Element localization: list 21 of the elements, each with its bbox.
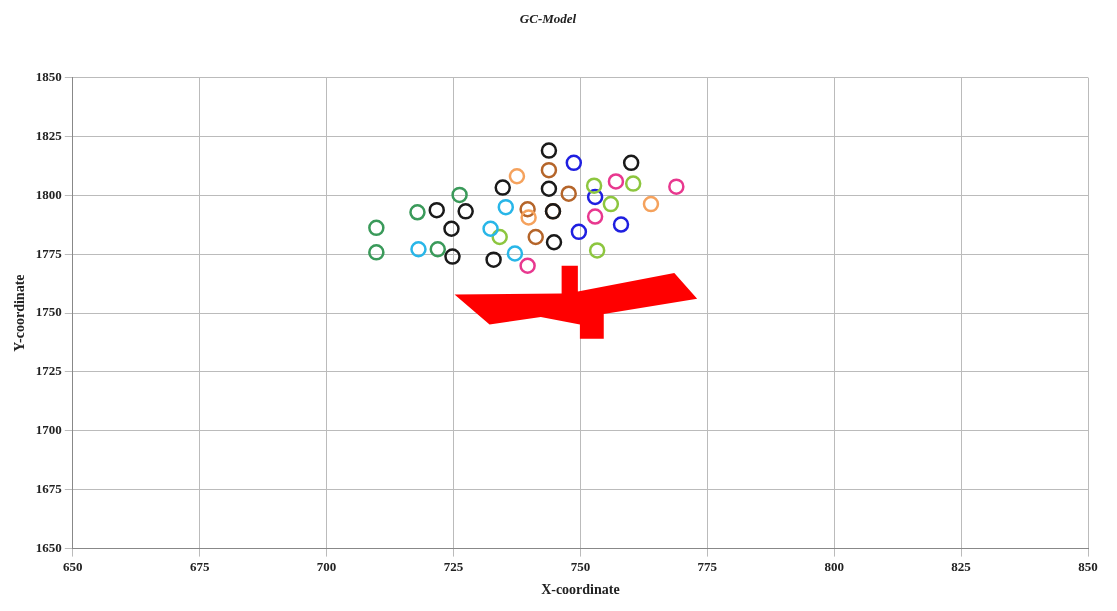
x-tick-label: 700 [316,558,337,574]
x-axis-title: X-coordinate [541,582,620,598]
x-tick-label: 800 [824,558,844,574]
x-tick-label: 850 [1078,558,1098,574]
x-tick-label: 725 [443,558,464,574]
y-tick-label: 1775 [35,245,63,261]
chart-title: GC-Model [519,11,577,27]
y-tick-label: 1675 [35,481,63,497]
y-tick-label: 1800 [35,186,62,202]
y-tick-label: 1700 [35,422,62,438]
x-tick-label: 825 [951,558,972,574]
y-tick-label: 1750 [35,304,62,320]
y-axis-title: Y-coordinate [12,274,28,352]
y-tick-label: 1850 [35,68,62,84]
y-tick-label: 1725 [35,363,63,379]
x-tick-label: 750 [570,558,591,574]
y-tick-label: 1825 [35,127,63,143]
x-tick-label: 775 [697,558,718,574]
x-tick-label: 650 [63,558,83,574]
x-tick-label: 675 [189,558,210,574]
y-tick-label: 1650 [35,539,62,555]
